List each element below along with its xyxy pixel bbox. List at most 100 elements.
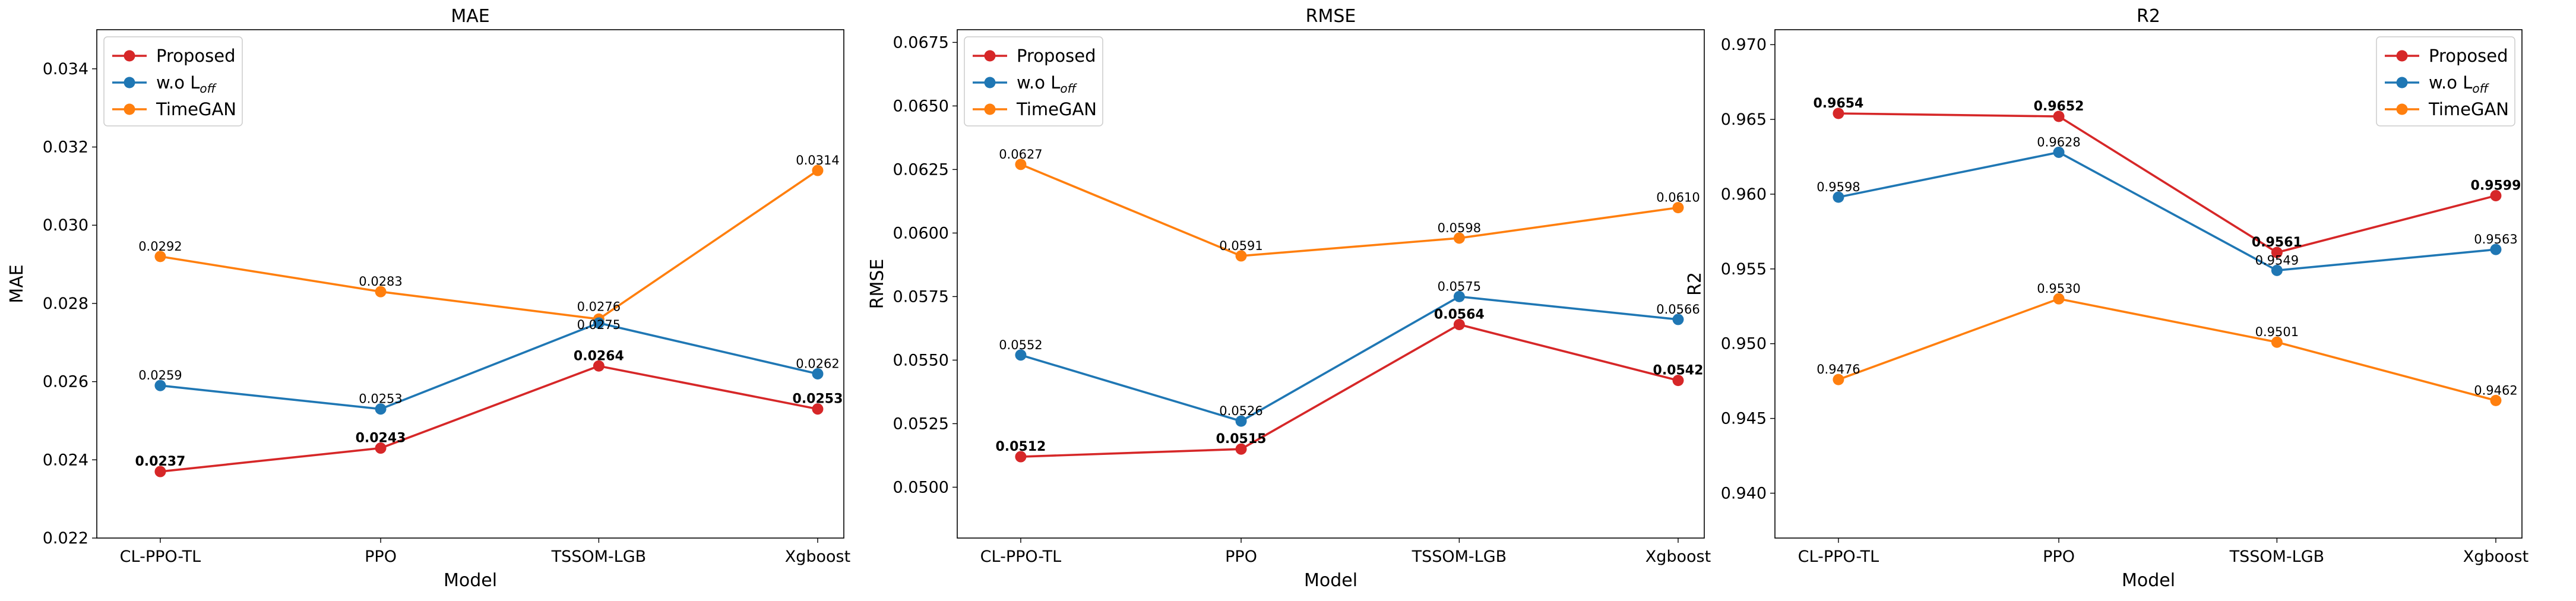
y-tick-label: 0.965: [1721, 110, 1767, 129]
data-point: [593, 317, 605, 329]
y-tick-label: 0.024: [43, 451, 88, 469]
data-point: [2053, 293, 2065, 305]
series-line-proposed: [160, 365, 818, 473]
series-line-w-o-l: [1838, 151, 2496, 272]
data-point: [154, 251, 166, 262]
legend-box: [964, 36, 1103, 126]
series-line-w-o-l: [1020, 295, 1679, 423]
data-label: 0.0512: [995, 439, 1046, 454]
legend-label: TimeGAN: [1016, 99, 1097, 119]
data-label: 0.0283: [359, 274, 402, 289]
y-tick-label: 0.026: [43, 373, 88, 391]
y-tick-label: 0.022: [43, 529, 88, 548]
y-axis-label: MAE: [7, 264, 27, 303]
axes-frame: [96, 29, 844, 539]
legend-marker: [124, 103, 135, 115]
legend-marker: [984, 77, 996, 88]
legend-marker: [984, 103, 996, 115]
y-tick-label: 0.0625: [893, 160, 949, 179]
data-label: 0.0598: [1438, 221, 1481, 235]
legend-label: TimeGAN: [156, 99, 236, 119]
data-point: [1015, 159, 1027, 170]
data-label: 0.0243: [356, 431, 406, 446]
y-tick-label: 0.950: [1721, 335, 1767, 353]
data-label: 0.9598: [1817, 180, 1860, 194]
data-label: 0.0627: [999, 147, 1042, 162]
legend-box: [103, 36, 243, 126]
data-label: 0.0591: [1219, 239, 1262, 253]
series-line-timegan: [1838, 298, 2496, 402]
y-axis-label: R2: [1685, 272, 1705, 296]
data-point: [1235, 415, 1247, 427]
legend-marker: [984, 50, 996, 62]
legend-marker: [2396, 103, 2408, 115]
y-tick-label: 0.032: [43, 138, 88, 157]
y-tick-label: 0.030: [43, 216, 88, 235]
data-point: [154, 466, 166, 477]
y-tick-label: 0.955: [1721, 260, 1767, 279]
data-point: [1235, 250, 1247, 262]
data-label: 0.0566: [1656, 302, 1700, 317]
chart-title: MAE: [451, 6, 489, 27]
x-tick-label: PPO: [2043, 548, 2075, 566]
data-label: 0.9501: [2255, 325, 2299, 339]
axes-frame: [1774, 29, 2523, 539]
data-point: [2271, 264, 2283, 276]
data-label: 0.0314: [796, 153, 839, 167]
y-tick-label: 0.960: [1721, 185, 1767, 204]
data-point: [1833, 374, 1844, 385]
legend-box: [2376, 36, 2515, 126]
y-tick-label: 0.970: [1721, 36, 1767, 54]
data-point: [1453, 318, 1465, 330]
data-label: 0.0575: [1438, 279, 1481, 293]
legend-label: w.o Loff: [2429, 72, 2490, 96]
data-label: 0.9599: [2471, 178, 2521, 193]
data-point: [375, 442, 387, 454]
data-label: 0.9530: [2037, 281, 2080, 296]
legend: Proposed w.o Loff TimeGAN: [2376, 36, 2515, 126]
y-tick-label: 0.0500: [893, 478, 949, 496]
legend-label: Proposed: [156, 46, 236, 66]
chart-title: RMSE: [1306, 6, 1356, 27]
data-point: [1453, 290, 1465, 302]
data-label: 0.0237: [135, 454, 185, 469]
chart-panel-rmse: RMSE 0.0500 0.0525 0.0550 0.0575 0.0600 0.0625…: [867, 6, 1711, 591]
data-point: [375, 403, 387, 415]
data-point: [2053, 110, 2065, 122]
data-point: [2271, 246, 2283, 258]
legend-label: Proposed: [1017, 46, 1096, 66]
data-point: [2490, 243, 2502, 255]
y-tick-label: 0.945: [1721, 410, 1767, 428]
data-label: 0.0515: [1216, 432, 1267, 447]
data-label: 0.0275: [577, 318, 621, 332]
series-line-timegan: [160, 169, 818, 321]
data-label: 0.0564: [1434, 307, 1485, 322]
y-tick-label: 0.0600: [893, 224, 949, 242]
x-tick-label: Xgboost: [785, 548, 850, 566]
data-point: [154, 379, 166, 391]
data-label: 0.0526: [1219, 404, 1262, 418]
axes-frame: [957, 29, 1705, 539]
data-label: 0.0610: [1656, 191, 1700, 205]
data-label: 0.0552: [999, 338, 1042, 352]
legend-label: TimeGAN: [2428, 99, 2509, 119]
x-tick-label: Xgboost: [1645, 548, 1711, 566]
series-line-w-o-l: [160, 321, 818, 410]
data-label: 0.9628: [2037, 135, 2080, 149]
data-label: 0.9549: [2255, 253, 2299, 267]
y-tick-label: 0.0675: [893, 33, 949, 52]
data-label: 0.0253: [793, 392, 843, 407]
data-point: [1453, 232, 1465, 244]
data-point: [375, 286, 387, 298]
legend-label: Proposed: [2429, 46, 2508, 66]
data-label: 0.9654: [1813, 96, 1863, 111]
x-axis-label: Model: [1304, 570, 1357, 591]
data-point: [593, 360, 605, 372]
data-point: [2490, 394, 2502, 406]
y-tick-label: 0.0550: [893, 351, 949, 369]
data-point: [2053, 146, 2065, 158]
x-tick-label: CL-PPO-TL: [980, 548, 1062, 566]
data-point: [812, 368, 824, 379]
data-label: 0.9652: [2034, 99, 2084, 114]
data-point: [1015, 451, 1027, 463]
